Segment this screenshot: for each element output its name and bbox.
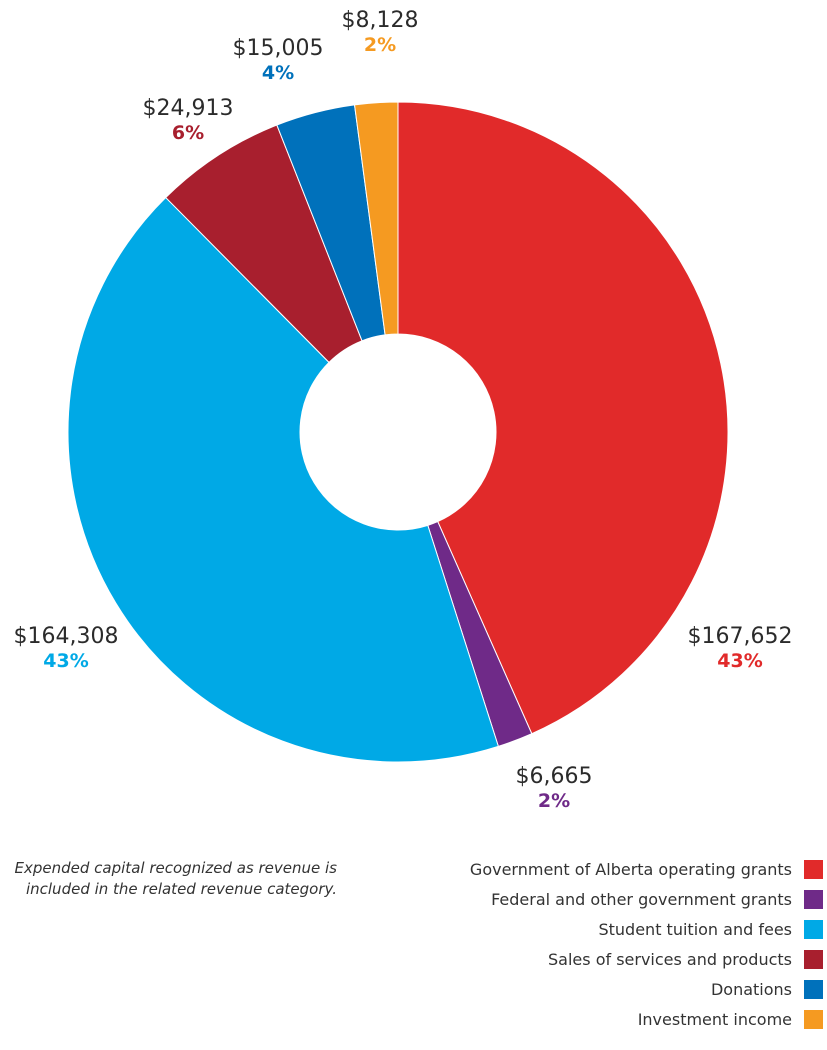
percent-label: 4% xyxy=(261,62,295,85)
legend-label: Sales of services and products xyxy=(548,949,792,969)
value-label: $164,308 xyxy=(13,624,119,649)
legend-label: Donations xyxy=(710,979,792,999)
legend-label: Investment income xyxy=(637,1009,792,1029)
legend-item-sales-services: Sales of services and products xyxy=(393,944,823,974)
data-label-sales-services: $24,913 6% xyxy=(108,96,268,145)
legend-item-student-tuition: Student tuition and fees xyxy=(393,914,823,944)
percent-label: 2% xyxy=(537,790,571,813)
value-label: $167,652 xyxy=(687,624,793,649)
legend-label: Student tuition and fees xyxy=(598,919,792,939)
legend-swatch xyxy=(804,889,823,909)
value-label: $24,913 xyxy=(142,96,234,121)
legend-swatch xyxy=(804,919,823,939)
data-label-donations: $15,005 4% xyxy=(198,36,358,85)
data-label-federal-grants: $6,665 2% xyxy=(474,764,634,813)
legend-label: Government of Alberta operating grants xyxy=(469,859,792,879)
legend-label: Federal and other government grants xyxy=(491,889,792,909)
legend-item-government-of-alberta: Government of Alberta operating grants xyxy=(393,854,823,884)
legend-swatch xyxy=(804,979,823,999)
percent-label: 43% xyxy=(43,650,89,673)
data-label-student-tuition: $164,308 43% xyxy=(0,624,146,673)
value-label: $8,128 xyxy=(341,8,419,33)
legend-item-federal-grants: Federal and other government grants xyxy=(393,884,823,914)
legend-swatch xyxy=(804,949,823,969)
percent-label: 43% xyxy=(717,650,763,673)
donut-slice-investment-income xyxy=(353,101,399,336)
value-label: $6,665 xyxy=(515,764,593,789)
data-label-investment-income: $8,128 2% xyxy=(300,8,460,57)
chart-legend: Government of Alberta operating grants F… xyxy=(393,854,823,1034)
value-label: $15,005 xyxy=(232,36,324,61)
data-label-government-of-alberta: $167,652 43% xyxy=(660,624,820,673)
legend-swatch xyxy=(804,1009,823,1029)
chart-footnote: Expended capital recognized as revenue i… xyxy=(14,859,337,898)
percent-label: 2% xyxy=(363,34,397,57)
percent-label: 6% xyxy=(171,122,205,145)
legend-item-donations: Donations xyxy=(393,974,823,1004)
legend-swatch xyxy=(804,859,823,879)
legend-item-investment-income: Investment income xyxy=(393,1004,823,1034)
donut-slice-student-tuition-and-fees xyxy=(67,196,499,763)
donut-slice-government-of-alberta-operating-grants xyxy=(397,101,729,735)
